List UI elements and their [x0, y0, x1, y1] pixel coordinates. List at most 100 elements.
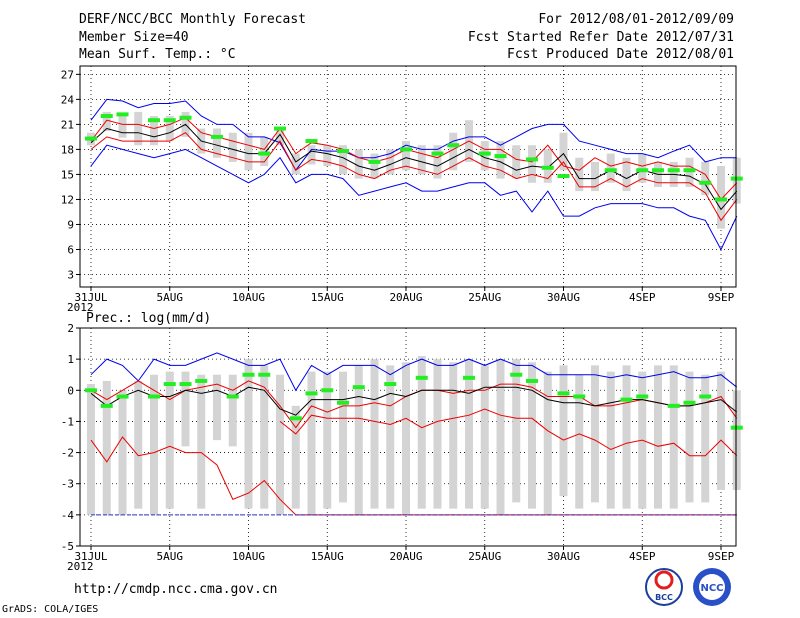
- observed-mark: [478, 151, 491, 156]
- y-tick-label: 27: [61, 68, 74, 81]
- y-tick-label: 0: [67, 384, 74, 397]
- x-tick-label: 30AUG: [547, 550, 580, 563]
- forecast-period: For 2012/08/01-2012/09/09: [538, 12, 734, 27]
- spread-box: [465, 359, 473, 509]
- spread-box: [717, 371, 725, 490]
- spread-box: [528, 362, 536, 509]
- observed-mark: [715, 197, 727, 202]
- observed-mark: [604, 168, 617, 173]
- observed-mark: [573, 394, 586, 399]
- spread-box: [291, 405, 300, 509]
- spread-box: [717, 166, 725, 229]
- observed-mark: [683, 400, 696, 405]
- spread-box: [402, 362, 410, 515]
- y-tick-label: 2: [67, 322, 74, 335]
- y-tick-label: 1: [67, 353, 74, 366]
- spread-box: [480, 141, 489, 171]
- observed-mark: [683, 168, 696, 173]
- spread-box: [606, 153, 615, 183]
- spread-box: [449, 362, 458, 509]
- spread-box: [512, 359, 521, 503]
- observed-mark: [258, 372, 271, 377]
- x-tick-label: 5AUG: [157, 550, 184, 563]
- spread-box: [543, 371, 552, 515]
- spread-box: [118, 114, 127, 138]
- spread-box: [370, 359, 379, 509]
- observed-mark: [415, 375, 428, 380]
- y-tick-label: -5: [61, 540, 74, 553]
- x-tick-label: 10AUG: [232, 291, 265, 304]
- observed-mark: [242, 372, 255, 377]
- spread-box: [402, 141, 410, 171]
- series-max-line: [90, 98, 737, 172]
- y-tick-label: -1: [61, 415, 74, 428]
- variable-label: Mean Surf. Temp.: °C: [79, 47, 236, 62]
- observed-mark: [226, 394, 239, 399]
- spread-box: [291, 153, 300, 175]
- y-tick-label: 15: [61, 168, 74, 181]
- spread-box: [150, 374, 158, 515]
- observed-mark: [179, 382, 192, 387]
- observed-mark: [352, 385, 365, 390]
- spread-box: [323, 145, 332, 167]
- source-url[interactable]: http://cmdp.ncc.cma.gov.cn: [74, 582, 278, 597]
- observed-mark: [195, 378, 208, 383]
- x-tick-label: 30AUG: [547, 291, 580, 304]
- y-tick-label: 9: [67, 218, 74, 231]
- x-tick-label: 9SEP: [708, 291, 735, 304]
- spread-box: [669, 365, 678, 509]
- observed-mark: [148, 118, 160, 123]
- observed-mark: [337, 149, 349, 154]
- spread-box: [87, 384, 95, 515]
- observed-mark: [368, 159, 381, 164]
- spread-box: [732, 157, 741, 204]
- spread-box: [433, 145, 442, 179]
- spread-box: [417, 356, 426, 509]
- spread-box: [559, 132, 568, 171]
- spread-box: [228, 132, 237, 162]
- observed-mark: [289, 416, 302, 421]
- spread-box: [276, 374, 284, 515]
- spread-box: [307, 371, 316, 515]
- x-tick-label: 25AUG: [468, 550, 501, 563]
- spread-box: [685, 371, 694, 503]
- spread-box: [701, 374, 710, 503]
- observed-mark: [305, 139, 318, 144]
- observed-mark: [179, 115, 192, 120]
- y-tick-label: 24: [61, 93, 75, 106]
- y-tick-label: 3: [67, 268, 74, 281]
- spread-box: [701, 161, 710, 196]
- spread-box: [339, 145, 347, 175]
- spread-box: [197, 374, 206, 509]
- spread-box: [512, 145, 521, 179]
- spread-box: [732, 390, 741, 490]
- observed-mark: [321, 388, 334, 393]
- spread-box: [433, 359, 442, 509]
- observed-mark: [148, 394, 160, 399]
- y-tick-label: 18: [61, 143, 74, 156]
- spread-box: [591, 365, 599, 503]
- member-size: Member Size=40: [79, 30, 189, 45]
- spread-box: [370, 153, 379, 179]
- spread-box: [575, 157, 584, 192]
- series-mean-line: [90, 123, 738, 211]
- spread-box: [386, 365, 395, 509]
- observed-mark: [510, 372, 523, 377]
- spread-box: [654, 365, 662, 509]
- plot-frame: [79, 65, 737, 288]
- bcc-logo-text: BCC: [655, 593, 673, 602]
- series-min-line: [90, 144, 738, 251]
- observed-mark: [400, 147, 412, 152]
- observed-mark: [337, 400, 349, 405]
- spread-box: [260, 136, 269, 167]
- observed-mark: [636, 394, 649, 399]
- x-tick-label: 31JUL: [74, 550, 107, 563]
- observed-mark: [526, 378, 538, 383]
- spread-box: [354, 149, 363, 179]
- spread-box: [496, 141, 505, 179]
- spread-box: [559, 365, 568, 497]
- observed-mark: [730, 425, 743, 430]
